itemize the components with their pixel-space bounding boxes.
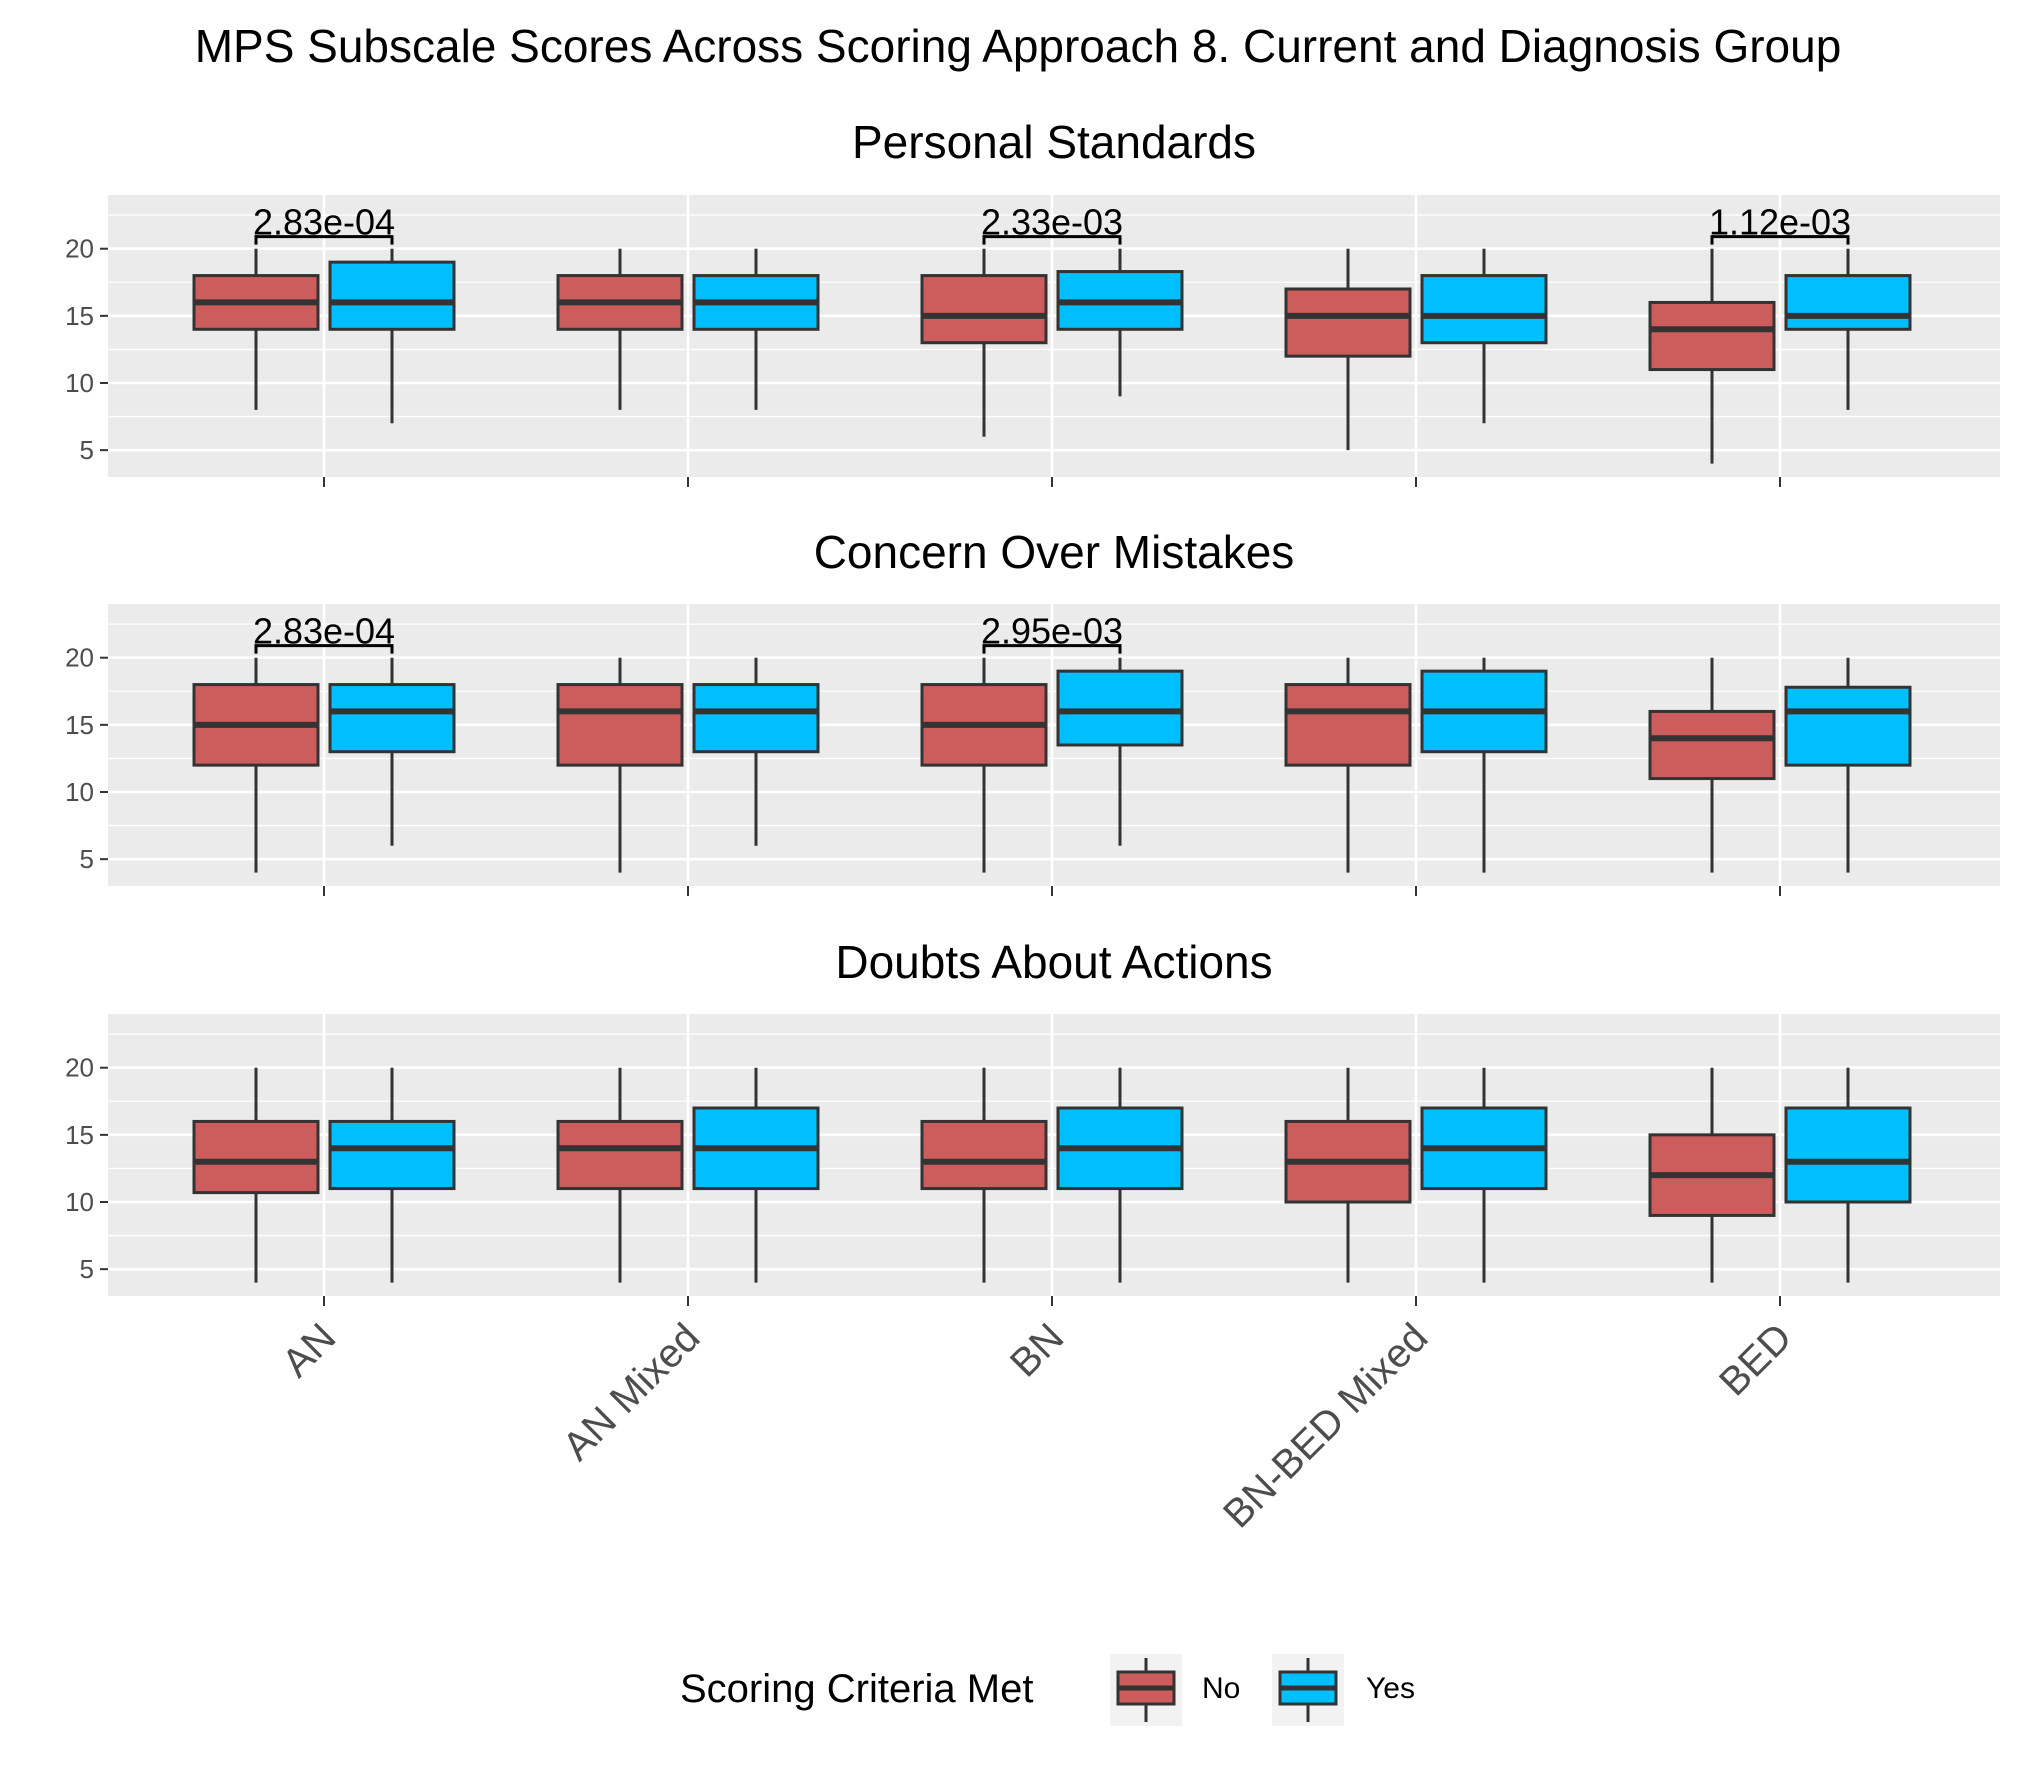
pvalue-label: 2.83e-04 [253, 202, 395, 243]
legend-title: Scoring Criteria Met [680, 1667, 1033, 1711]
box-no [1284, 657, 1412, 873]
y-tick-label: 10 [65, 777, 94, 807]
box-iqr [692, 683, 820, 754]
chart-title: MPS Subscale Scores Across Scoring Appro… [195, 20, 1842, 72]
box-no [1284, 1067, 1412, 1283]
box-yes [1420, 657, 1548, 873]
box-iqr [1420, 274, 1548, 345]
box-yes [1056, 657, 1184, 846]
pvalue-annotation: 1.12e-03 [1709, 202, 1851, 245]
box-no [920, 1067, 1048, 1283]
box-no [920, 657, 1048, 873]
panel-0: Personal Standards 5 10 15 20 2.83e-04 2.33e-0… [65, 116, 2000, 487]
box-no [556, 1067, 684, 1283]
pvalue-bracket [254, 235, 394, 245]
box-no [1648, 1067, 1776, 1283]
box-yes [1420, 1067, 1548, 1283]
box-yes [328, 248, 456, 424]
panel-2: Doubts About Actions 5 10 15 20 [65, 936, 2000, 1306]
box-iqr [920, 274, 1048, 345]
y-tick-label: 15 [65, 301, 94, 331]
box-no [1648, 657, 1776, 873]
box-yes [1784, 1067, 1912, 1283]
pvalue-bracket [982, 235, 1122, 245]
panel-title: Personal Standards [852, 116, 1256, 168]
box-yes [1420, 248, 1548, 424]
y-tick-label: 15 [65, 1120, 94, 1150]
pvalue-annotation: 2.33e-03 [981, 202, 1123, 245]
y-tick-label: 10 [65, 1187, 94, 1217]
legend: Scoring Criteria Met No Yes [680, 1654, 1415, 1726]
box-iqr [328, 260, 456, 331]
panel-1: Concern Over Mistakes 5 10 15 20 2.83e-04 2.95… [65, 526, 2000, 896]
y-tick-label: 5 [80, 435, 94, 465]
box-iqr [192, 1119, 320, 1195]
pvalue-annotation: 2.83e-04 [253, 202, 395, 245]
box-no [192, 657, 320, 873]
box-yes [1056, 1067, 1184, 1283]
box-iqr [556, 1119, 684, 1191]
box-yes [692, 657, 820, 846]
box-no [920, 248, 1048, 437]
y-tick-label: 20 [65, 234, 94, 264]
y-tick-label: 15 [65, 710, 94, 740]
pvalue-annotation: 2.95e-03 [981, 611, 1123, 654]
box-iqr [1648, 709, 1776, 781]
pvalue-bracket [254, 644, 394, 654]
y-tick-label: 5 [80, 844, 94, 874]
box-iqr [1784, 685, 1912, 767]
panel-title: Concern Over Mistakes [814, 526, 1295, 578]
box-yes [692, 248, 820, 410]
box-no [192, 1067, 320, 1283]
pvalue-label: 2.83e-04 [253, 611, 395, 652]
pvalue-label: 2.33e-03 [981, 202, 1123, 243]
pvalue-label: 2.95e-03 [981, 611, 1123, 652]
pvalue-bracket [982, 644, 1122, 654]
box-iqr [920, 1119, 1048, 1191]
legend-key-0: No [1110, 1654, 1240, 1726]
pvalue-bracket [1710, 235, 1850, 245]
box-iqr [1284, 683, 1412, 767]
box-no [556, 248, 684, 410]
box-no [1284, 248, 1412, 451]
box-yes [328, 657, 456, 846]
y-tick-label: 5 [80, 1254, 94, 1284]
pvalue-annotation: 2.83e-04 [253, 611, 395, 654]
box-iqr [1784, 1106, 1912, 1204]
box-no [556, 657, 684, 873]
box-iqr [328, 683, 456, 754]
panel-title: Doubts About Actions [835, 936, 1272, 988]
box-no [1648, 248, 1776, 464]
box-iqr [328, 1119, 456, 1191]
pvalue-label: 1.12e-03 [1709, 202, 1851, 243]
box-yes [692, 1067, 820, 1283]
box-iqr [1784, 274, 1912, 331]
y-tick-label: 20 [65, 643, 94, 673]
box-yes [1056, 248, 1184, 397]
box-yes [1784, 248, 1912, 410]
box-iqr [556, 683, 684, 767]
legend-label: No [1202, 1672, 1240, 1705]
legend-key-1: Yes [1272, 1654, 1415, 1726]
box-yes [328, 1067, 456, 1283]
box-no [192, 248, 320, 410]
box-iqr [1648, 300, 1776, 372]
y-tick-label: 20 [65, 1053, 94, 1083]
legend-label: Yes [1366, 1672, 1415, 1705]
panels-group: Personal Standards 5 10 15 20 2.83e-04 2.33e-0… [65, 116, 2000, 1306]
box-iqr [1056, 669, 1184, 747]
box-iqr [1284, 287, 1412, 358]
y-tick-label: 10 [65, 368, 94, 398]
box-yes [1784, 657, 1912, 873]
